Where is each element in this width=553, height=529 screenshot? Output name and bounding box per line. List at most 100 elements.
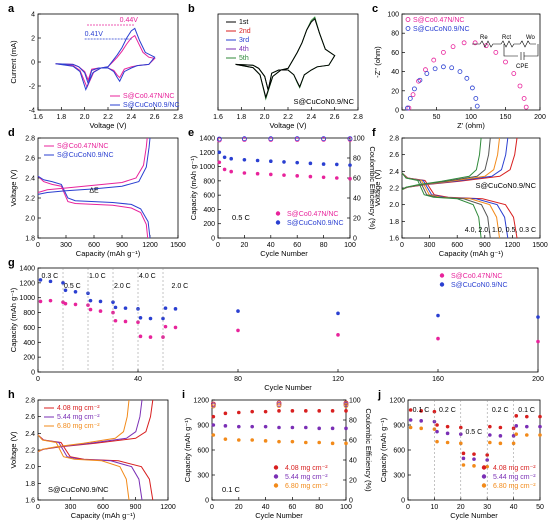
data-point (136, 320, 140, 325)
series-line (55, 34, 156, 89)
data-point (295, 160, 300, 165)
data-point (263, 439, 268, 443)
legend-entry: 5.44 mg cm⁻² (493, 474, 536, 481)
y-tick-label: 1400 (19, 266, 35, 273)
circuit-label: Rct (502, 35, 511, 41)
data-point (294, 136, 300, 142)
y-tick-label: 60 (391, 50, 399, 57)
y2-tick-label: 20 (349, 478, 357, 485)
data-point (173, 325, 178, 330)
x-tick-label: 600 (97, 504, 109, 511)
data-point (241, 136, 247, 142)
data-point (408, 425, 413, 430)
data-point (317, 440, 322, 445)
data-point (217, 150, 222, 155)
legend-entry: S@Co0.47N/NC (451, 273, 502, 280)
x-tick-label: 0 (400, 242, 404, 249)
x-axis-label: Cycle Number (260, 249, 308, 258)
y-tick-label: 20 (391, 88, 399, 95)
circuit (503, 44, 539, 60)
legend-entry: S@CuCoN0.9/NC (57, 152, 114, 159)
data-point (295, 174, 300, 178)
rate-label: 0.3 C (42, 273, 59, 280)
data-point (63, 288, 68, 293)
y-tick-label: 400 (203, 207, 215, 214)
legend-entry: S@CuCoN0.9/NC (123, 102, 180, 109)
data-point (88, 298, 93, 303)
y2-tick-label: 100 (349, 398, 361, 405)
y-tick-label: 600 (23, 325, 35, 332)
x-tick-label: 200 (532, 376, 544, 383)
data-point (308, 174, 313, 179)
panel-g: g 0 40 80 120 160 200 0 200 400 600 800 1000 1200 1400… (8, 257, 544, 392)
x-tick-label: 100 (465, 114, 477, 121)
x-tick-label: 20 (235, 504, 243, 511)
data-point (419, 426, 424, 431)
data-point (423, 67, 428, 73)
y-axis-label: Current (mA) (9, 40, 18, 84)
x-tick-label: 50 (433, 114, 441, 121)
x-tick-label: 2.6 (330, 114, 340, 121)
x-tick-label: 0 (406, 504, 410, 511)
y-tick-label: 2.2 (389, 186, 399, 193)
data-point (113, 318, 118, 323)
panel-b: b 1.6 1.8 2.0 2.2 2.4 2.6 2.8 Voltage (V) 1st 2nd 3… (188, 3, 363, 130)
y-tick-label: 2.2 (25, 448, 35, 455)
data-point (335, 162, 339, 167)
legend-swatch (273, 465, 279, 470)
y-tick-label: 2.0 (389, 202, 399, 209)
series-line (55, 27, 156, 92)
y-axis-label: Capacity (mAh g⁻¹) (183, 417, 192, 482)
x-tick-label: 2.4 (126, 114, 136, 121)
data-point (407, 96, 413, 101)
data-point (432, 409, 437, 414)
rate-label: 0.2 C (439, 407, 456, 414)
data-point (223, 437, 228, 441)
data-point (276, 400, 282, 406)
data-point (317, 409, 322, 413)
x-tick-label: 200 (534, 114, 546, 121)
data-point (344, 441, 348, 446)
y2-tick-label: 60 (349, 438, 357, 445)
y-tick-label: 600 (203, 193, 215, 200)
y-tick-label: 1.8 (25, 236, 35, 243)
data-point (536, 339, 540, 344)
data-point (38, 299, 43, 304)
data-point (255, 158, 260, 163)
x-tick-label: 20 (457, 504, 465, 511)
annotation: 4.0, 2.0, 1.0, 0.5, 0.3 C (465, 227, 536, 234)
legend-entry: 4.08 mg cm⁻² (493, 465, 536, 472)
data-point (440, 64, 446, 70)
data-point (348, 176, 352, 181)
legend-entry: 5.44 mg cm⁻² (285, 474, 328, 481)
data-point (317, 426, 322, 431)
data-point (61, 281, 65, 285)
data-point (498, 425, 503, 430)
data-point (521, 96, 527, 101)
x-tick-label: 1200 (142, 242, 158, 249)
data-point (263, 409, 268, 414)
panel-letter: c (372, 3, 378, 15)
x-tick-label: 900 (479, 242, 491, 249)
data-point (536, 315, 540, 319)
x-tick-label: 1.6 (213, 114, 223, 121)
data-point (161, 316, 165, 321)
data-point (304, 425, 308, 430)
y-tick-label: 1.6 (389, 236, 399, 243)
data-point (276, 403, 282, 408)
panel-d: d 0 300 600 900 1200 1500 1.8 2.0 2.2 2.4 2.6 2.8 Cap… (8, 127, 186, 258)
circuit (472, 40, 536, 48)
data-point (449, 65, 455, 71)
data-point (250, 438, 254, 442)
legend-swatch (273, 483, 279, 488)
y-tick-label: 800 (23, 310, 35, 317)
data-point (222, 155, 227, 160)
circuit-label: CPE (516, 64, 528, 70)
series-line (37, 137, 151, 195)
x-tick-label: 80 (234, 376, 242, 383)
y-tick-label: 100 (387, 12, 399, 19)
data-point (210, 403, 216, 409)
series-line (37, 175, 151, 239)
data-point (73, 302, 78, 307)
